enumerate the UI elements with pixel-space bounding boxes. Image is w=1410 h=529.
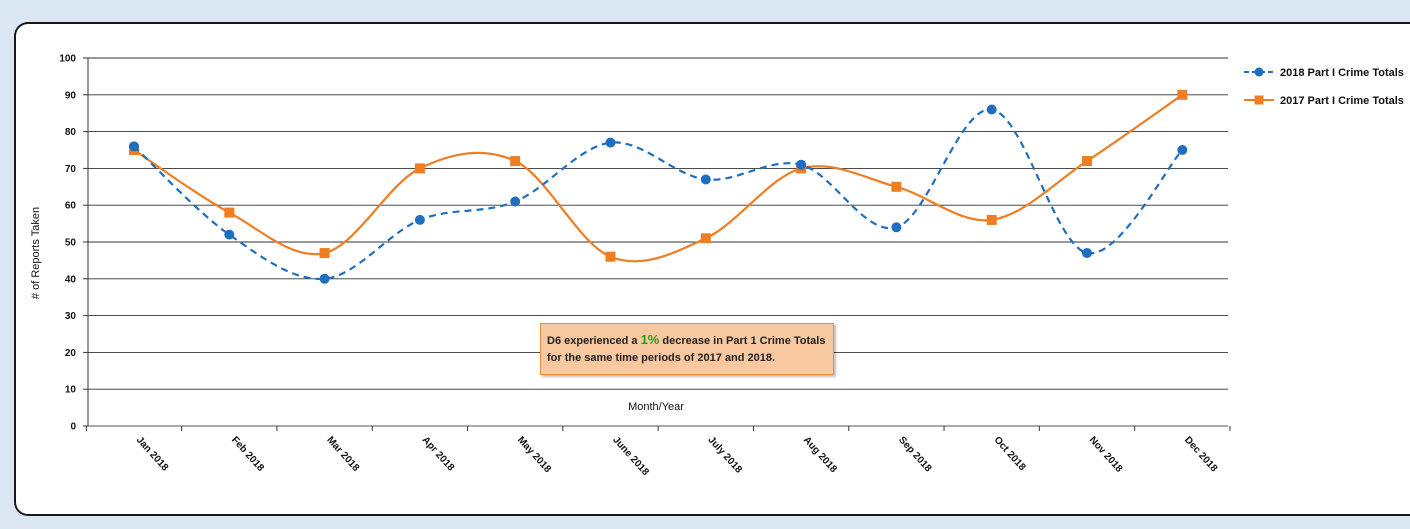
annotation-text-before: D6 experienced a bbox=[547, 335, 638, 347]
y-tick-label: 0 bbox=[70, 422, 76, 433]
x-axis-ticks: Jan 2018 Feb 2018 Mar 2018 Apr 2018 May 2018… bbox=[85, 426, 1231, 479]
x-tick-label: Feb 2018 bbox=[229, 435, 266, 474]
point-2018-part-i-crime-totals bbox=[510, 196, 521, 207]
x-tick-label: Sep 2018 bbox=[896, 435, 933, 475]
point-2017-part-i-crime-totals bbox=[510, 156, 521, 167]
x-tick-label: Nov 2018 bbox=[1087, 435, 1125, 475]
x-tick-label: June 2018 bbox=[610, 435, 651, 479]
y-tick-label: 70 bbox=[65, 164, 77, 175]
chart-frame: 0 10 20 30 40 50 60 70 80 90 100 Jan 2018 Feb 2018 M… bbox=[14, 22, 1410, 516]
y-tick-label: 20 bbox=[65, 348, 77, 359]
y-axis-title: # of Reports Taken bbox=[30, 207, 42, 299]
point-2018-part-i-crime-totals bbox=[1177, 145, 1188, 155]
point-2018-part-i-crime-totals bbox=[414, 214, 425, 225]
point-2017-part-i-crime-totals bbox=[414, 163, 425, 174]
legend: 2018 Part I Crime Totals 2017 Part I Crim… bbox=[1244, 67, 1404, 107]
point-2017-part-i-crime-totals bbox=[700, 233, 711, 244]
point-2018-part-i-crime-totals bbox=[700, 174, 711, 185]
point-2018-part-i-crime-totals bbox=[224, 229, 235, 240]
x-tick-label: Oct 2018 bbox=[991, 435, 1027, 474]
x-tick-label: Mar 2018 bbox=[324, 435, 361, 474]
legend-label-2017-part-i-crime-totals: 2017 Part I Crime Totals bbox=[1280, 95, 1404, 107]
point-2017-part-i-crime-totals bbox=[319, 248, 330, 259]
point-2018-part-i-crime-totals bbox=[1082, 248, 1092, 259]
x-tick-label: Apr 2018 bbox=[420, 435, 457, 474]
point-2018-part-i-crime-totals bbox=[319, 273, 330, 284]
x-tick-label: Jan 2018 bbox=[134, 435, 171, 474]
annotation-highlight: 1% bbox=[640, 332, 660, 347]
point-2017-part-i-crime-totals bbox=[605, 251, 616, 262]
y-tick-label: 40 bbox=[65, 274, 77, 285]
y-axis-ticks: 0 10 20 30 40 50 60 70 80 90 100 bbox=[59, 54, 76, 433]
point-2018-part-i-crime-totals bbox=[605, 137, 616, 148]
series-layer bbox=[129, 89, 1188, 284]
annotation-line2: for the same time periods of 2017 and 20… bbox=[547, 352, 776, 364]
point-2018-part-i-crime-totals bbox=[796, 159, 807, 170]
y-tick-label: 100 bbox=[59, 54, 76, 65]
series-line-2017-part-i-crime-totals bbox=[133, 93, 1183, 263]
line-chart: 0 10 20 30 40 50 60 70 80 90 100 Jan 2018 Feb 2018 M… bbox=[30, 54, 1404, 479]
x-axis-title: Month/Year bbox=[628, 401, 684, 413]
y-tick-label: 10 bbox=[65, 385, 77, 396]
annotation-callout: D6 experienced a 1% decrease in Part 1 C… bbox=[540, 323, 834, 375]
legend-marker-2017-part-i-crime-totals bbox=[1254, 95, 1264, 105]
y-tick-label: 60 bbox=[65, 201, 77, 212]
annotation-text-after: decrease in Part 1 Crime Totals bbox=[662, 335, 826, 347]
x-tick-label: Dec 2018 bbox=[1182, 435, 1219, 475]
point-2017-part-i-crime-totals bbox=[224, 207, 235, 218]
point-2017-part-i-crime-totals bbox=[986, 214, 997, 225]
point-2017-part-i-crime-totals bbox=[1082, 156, 1092, 167]
y-tick-label: 80 bbox=[65, 127, 77, 138]
legend-label-2018-part-i-crime-totals: 2018 Part I Crime Totals bbox=[1280, 67, 1404, 79]
point-2017-part-i-crime-totals bbox=[891, 181, 902, 192]
point-2018-part-i-crime-totals bbox=[986, 104, 997, 115]
series-line-2018-part-i-crime-totals bbox=[133, 108, 1184, 280]
point-2018-part-i-crime-totals bbox=[891, 222, 902, 233]
x-tick-label: Aug 2018 bbox=[801, 435, 839, 476]
x-tick-label: May 2018 bbox=[515, 435, 553, 476]
y-tick-label: 30 bbox=[65, 311, 77, 322]
point-2018-part-i-crime-totals bbox=[129, 141, 139, 152]
x-tick-label: July 2018 bbox=[706, 435, 745, 476]
y-tick-label: 50 bbox=[65, 238, 77, 249]
point-2017-part-i-crime-totals bbox=[1177, 89, 1188, 100]
y-tick-label: 90 bbox=[65, 90, 77, 101]
legend-marker-2018-part-i-crime-totals bbox=[1254, 67, 1264, 77]
